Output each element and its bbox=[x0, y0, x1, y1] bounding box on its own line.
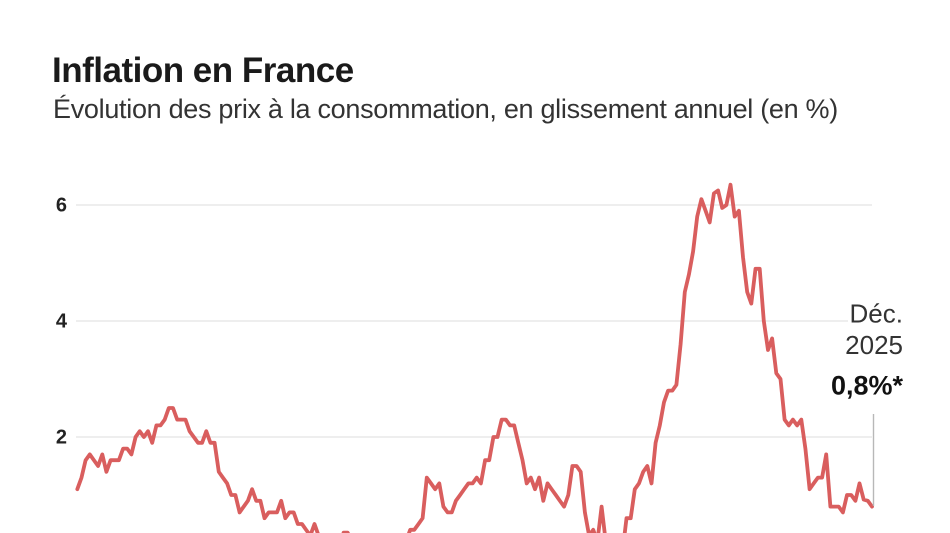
svg-text:6: 6 bbox=[56, 195, 67, 217]
svg-text:2025: 2025 bbox=[845, 330, 903, 360]
svg-text:2: 2 bbox=[56, 427, 67, 449]
svg-text:Déc.: Déc. bbox=[850, 299, 903, 329]
svg-text:4: 4 bbox=[56, 311, 68, 333]
svg-text:0,8%*: 0,8%* bbox=[831, 371, 904, 401]
